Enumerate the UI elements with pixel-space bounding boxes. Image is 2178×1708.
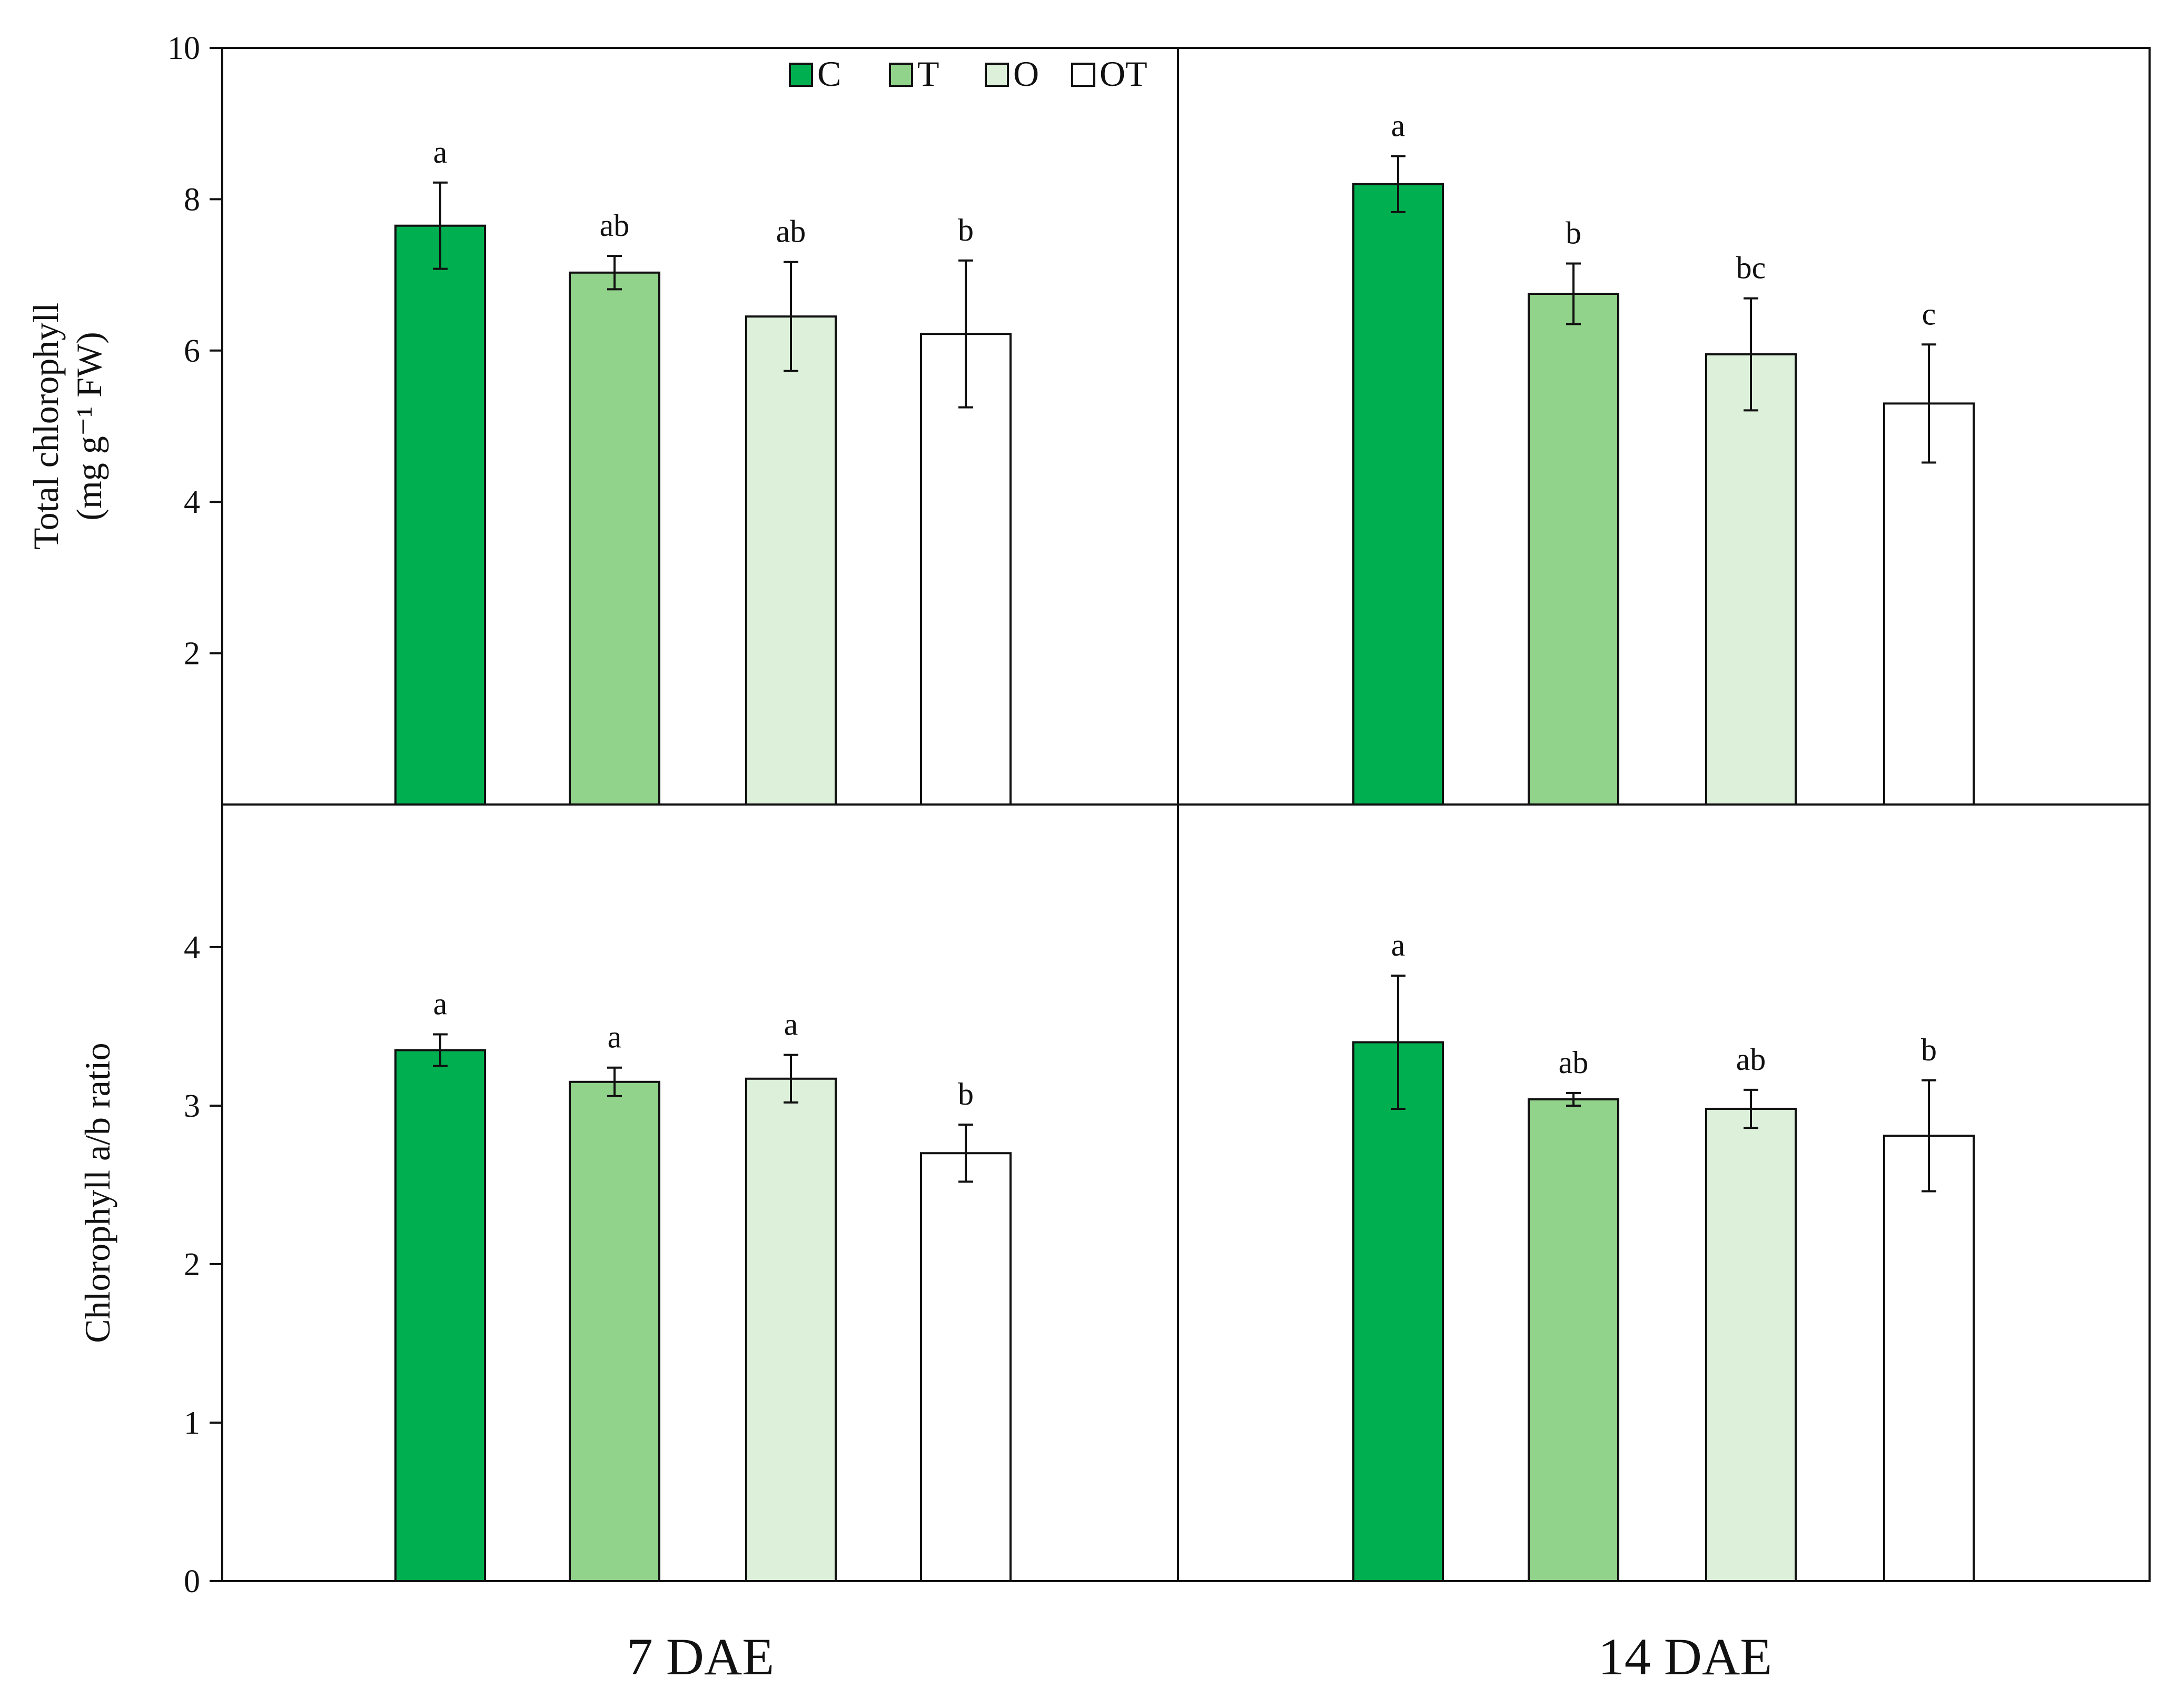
bar-7dae-t bbox=[569, 1080, 660, 1582]
bar-14dae-c bbox=[1352, 1041, 1444, 1582]
y-axis-title: Total chlorophyll bbox=[26, 303, 66, 550]
significance-letter: a bbox=[433, 986, 448, 1021]
bar-14dae-ot bbox=[1883, 1135, 1975, 1582]
bar-14dae-o bbox=[1705, 1107, 1797, 1583]
significance-letter: bc bbox=[1736, 251, 1766, 285]
plot-frame bbox=[221, 47, 2151, 1582]
bar-7dae-t bbox=[569, 271, 660, 806]
bar-14dae-c bbox=[1352, 183, 1444, 806]
bar-14dae-o bbox=[1705, 353, 1797, 806]
significance-letter: b bbox=[1921, 1032, 1937, 1067]
legend-swatch-c bbox=[789, 63, 813, 87]
significance-letter: ab bbox=[776, 214, 806, 249]
significance-letter: b bbox=[958, 1077, 974, 1111]
group-label-14dae: 14 DAE bbox=[1598, 1627, 1773, 1686]
bar-7dae-ot bbox=[920, 1152, 1012, 1582]
y-tick-label: 1 bbox=[184, 1405, 200, 1441]
bar-7dae-c bbox=[394, 1049, 486, 1583]
bar-7dae-o bbox=[745, 315, 837, 806]
legend: C T O OT bbox=[789, 54, 1147, 94]
y-tick-label: 4 bbox=[184, 484, 200, 520]
significance-letter: c bbox=[1922, 296, 1936, 331]
significance-letter: b bbox=[1566, 216, 1581, 251]
significance-letter: a bbox=[1391, 928, 1405, 962]
legend-label-ot: OT bbox=[1100, 54, 1147, 94]
significance-letter: a bbox=[433, 135, 448, 170]
bar-14dae-t bbox=[1528, 293, 1619, 806]
significance-letter: a bbox=[608, 1020, 622, 1055]
significance-letter: ab bbox=[600, 208, 630, 243]
bar-7dae-o bbox=[745, 1077, 837, 1583]
bar-14dae-t bbox=[1528, 1098, 1619, 1582]
significance-letter: b bbox=[958, 213, 974, 247]
y-tick-label: 6 bbox=[184, 333, 200, 369]
y-tick-label: 10 bbox=[167, 31, 200, 66]
significance-letter: ab bbox=[1736, 1042, 1766, 1077]
legend-swatch-t bbox=[889, 63, 913, 87]
y-tick-label: 0 bbox=[184, 1564, 200, 1600]
y-tick-label: 8 bbox=[184, 182, 200, 217]
y-tick-label: 2 bbox=[184, 1247, 200, 1283]
bar-7dae-ot bbox=[920, 333, 1012, 806]
bar-7dae-c bbox=[394, 224, 486, 806]
y-tick-label: 3 bbox=[184, 1088, 200, 1124]
legend-label-o: O bbox=[1013, 54, 1039, 94]
legend-label-t: T bbox=[917, 54, 939, 94]
y-axis-title: (mg g⁻¹ FW) bbox=[69, 332, 109, 520]
group-label-7dae: 7 DAE bbox=[627, 1627, 775, 1686]
legend-swatch-o bbox=[985, 63, 1009, 87]
significance-letter: ab bbox=[1559, 1045, 1589, 1080]
y-tick-label: 4 bbox=[184, 930, 200, 966]
significance-letter: a bbox=[784, 1007, 798, 1042]
significance-letter: a bbox=[1391, 108, 1405, 143]
y-tick-label: 2 bbox=[184, 636, 200, 672]
y-axis-title: Chlorophyll a/b ratio bbox=[77, 1042, 117, 1343]
legend-swatch-ot bbox=[1071, 63, 1095, 87]
bar-14dae-ot bbox=[1883, 402, 1975, 806]
legend-label-c: C bbox=[817, 54, 841, 94]
